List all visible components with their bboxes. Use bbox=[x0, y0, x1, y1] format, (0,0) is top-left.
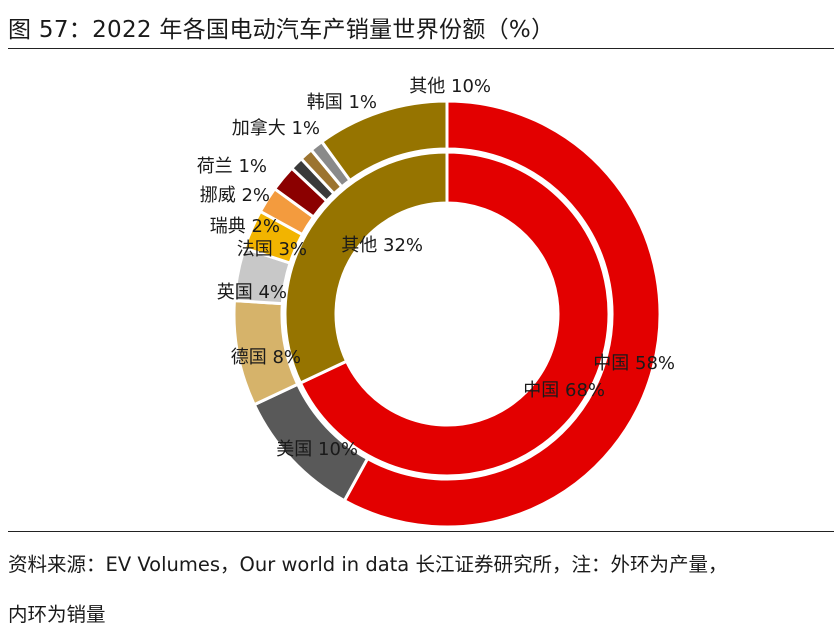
outer-slice-label: 其他 10% bbox=[409, 76, 491, 97]
outer-slice-label: 荷兰 1% bbox=[197, 156, 267, 177]
inner-ring bbox=[283, 150, 611, 478]
outer-slice-label: 美国 10% bbox=[276, 439, 358, 460]
outer-slice-label: 挪威 2% bbox=[200, 185, 270, 206]
slice-labels: 中国 58% 美国 10% 德国 8% 英国 4% 法国 3%瑞典 2% 挪威 2% 荷兰 … bbox=[197, 76, 675, 460]
chart-title: 图 57：2022 年各国电动汽车产销量世界份额（%） bbox=[8, 17, 555, 43]
outer-slice-label: 德国 8% bbox=[231, 347, 301, 368]
inner-slice-label: 其他 32% bbox=[341, 235, 423, 256]
outer-ring bbox=[232, 99, 662, 529]
source-note: 资料来源：EV Volumes，Our world in data 长江证券研究… bbox=[8, 553, 728, 576]
inner-slice-其他 bbox=[283, 150, 449, 385]
bottom-rule bbox=[8, 531, 834, 532]
outer-slice-label: 加拿大 1% bbox=[232, 117, 320, 139]
inner-slice-label: 中国 68% bbox=[523, 380, 605, 401]
outer-slice-中国 bbox=[342, 99, 662, 529]
outer-slice-label: 瑞典 2% bbox=[210, 216, 280, 237]
outer-slice-label: 中国 58% bbox=[593, 353, 675, 374]
ring-note: 内环为销量 bbox=[8, 603, 106, 626]
outer-slice-其他 bbox=[319, 99, 449, 183]
inner-slice-中国 bbox=[298, 150, 611, 478]
top-rule bbox=[8, 48, 834, 49]
outer-slice-label: 法国 3% bbox=[237, 239, 307, 260]
outer-slice-label: 英国 4% bbox=[217, 282, 287, 303]
outer-slice-label: 韩国 1% bbox=[307, 92, 377, 113]
